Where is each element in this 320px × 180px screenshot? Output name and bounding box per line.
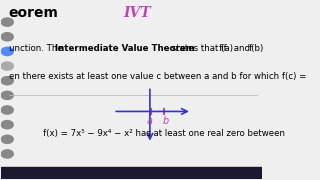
Circle shape [1, 106, 13, 114]
Circle shape [1, 91, 13, 100]
Bar [1, 167, 262, 179]
Circle shape [1, 62, 13, 70]
Text: en there exists at least one value c between a and b for which f(c) =: en there exists at least one value c bet… [9, 72, 306, 81]
Circle shape [1, 135, 13, 143]
Text: f(b): f(b) [249, 44, 264, 53]
Circle shape [1, 47, 13, 55]
Text: states that if: states that if [169, 44, 229, 53]
Text: eorem: eorem [9, 6, 59, 20]
Text: Intermediate Value Theorem: Intermediate Value Theorem [55, 44, 195, 53]
Circle shape [1, 18, 13, 26]
Text: f(a): f(a) [219, 44, 234, 53]
Text: a: a [146, 116, 152, 126]
Text: b: b [163, 116, 169, 126]
Text: and: and [231, 44, 252, 53]
Circle shape [1, 33, 13, 41]
Circle shape [1, 150, 13, 158]
Text: f(x) = 7x⁵ − 9x⁴ − x² has at least one real zero between: f(x) = 7x⁵ − 9x⁴ − x² has at least one r… [43, 129, 284, 138]
Circle shape [1, 121, 13, 129]
Text: unction. The: unction. The [9, 44, 65, 53]
Circle shape [1, 77, 13, 85]
Text: IVT: IVT [123, 6, 151, 20]
